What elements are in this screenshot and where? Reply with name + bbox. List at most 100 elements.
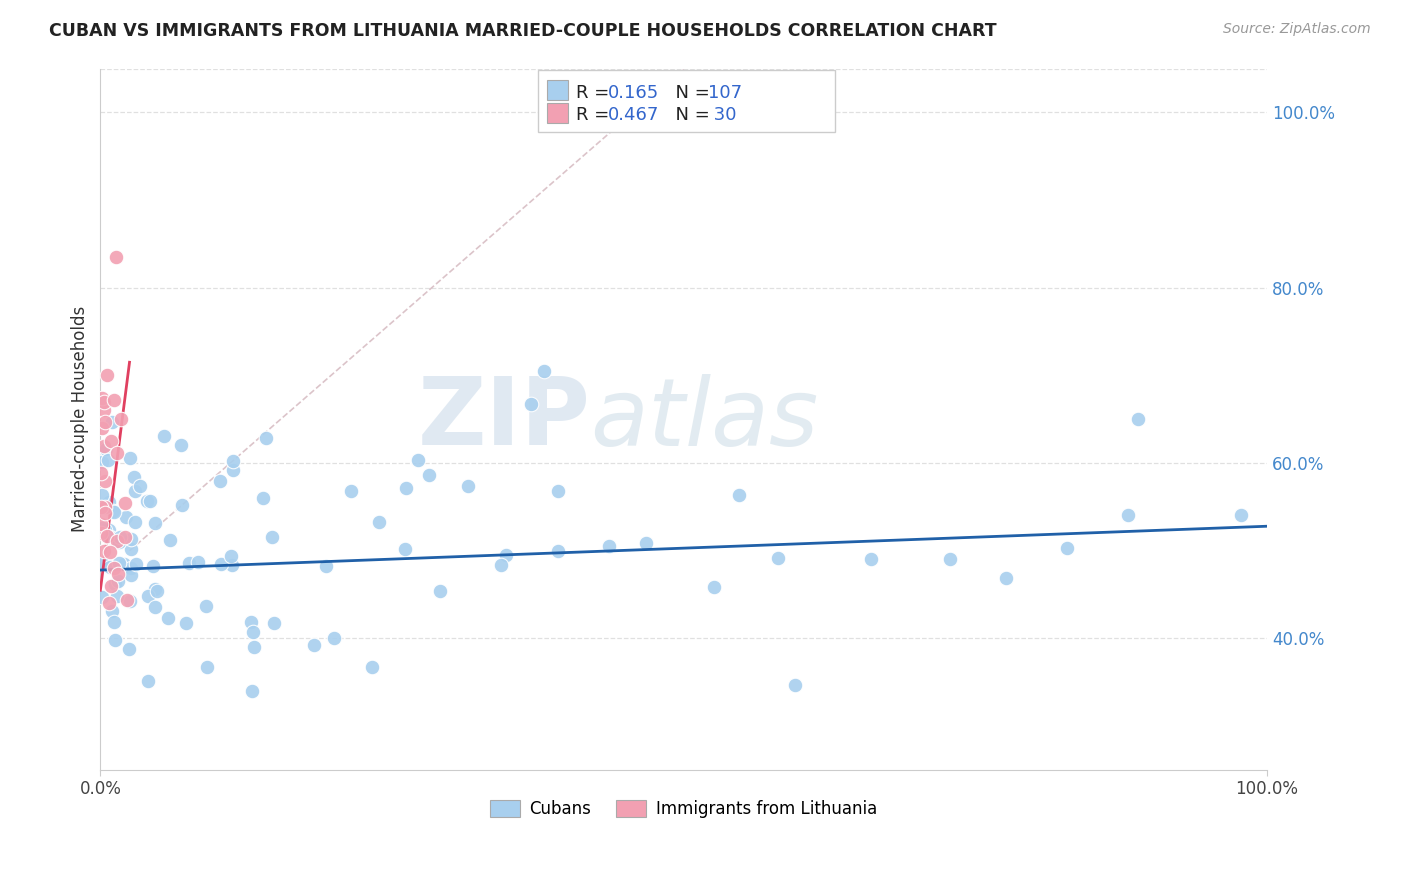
Point (98, 560, 121, 574)
Point (100, 579, 122, 593)
Point (103, 504, 125, 518)
Point (1056, 541, 1078, 555)
Point (209, 474, 232, 488)
Legend: Cubans, Immigrants from Lithuania: Cubans, Immigrants from Lithuania (482, 793, 884, 825)
Point (170, 438, 193, 452)
Point (93, 394, 115, 409)
Point (118, 593, 141, 607)
Point (90, 500, 112, 514)
Point (174, 615, 197, 630)
Point (104, 633, 127, 648)
Point (108, 533, 131, 548)
Point (124, 557, 146, 571)
Point (135, 494, 157, 508)
Point (114, 530, 136, 544)
Point (103, 505, 125, 519)
Text: ZIP: ZIP (418, 373, 591, 466)
Text: 0.467: 0.467 (607, 106, 659, 124)
Point (98, 545, 121, 559)
Point (120, 541, 142, 556)
Point (394, 542, 416, 557)
Point (96, 524, 118, 538)
Point (90, 467, 112, 481)
Point (90, 556, 112, 570)
Point (239, 615, 262, 629)
Point (96, 529, 118, 543)
Point (101, 415, 124, 429)
Point (195, 599, 218, 614)
Point (429, 584, 451, 599)
Point (252, 491, 274, 505)
Point (114, 496, 136, 510)
Point (489, 558, 512, 572)
Point (91, 591, 114, 605)
Point (195, 659, 218, 673)
Point (103, 393, 125, 408)
Point (260, 530, 283, 544)
Point (118, 450, 141, 465)
Point (785, 678, 807, 692)
Point (766, 550, 789, 565)
Point (315, 558, 337, 573)
Point (859, 552, 882, 566)
Point (115, 593, 138, 607)
Point (598, 539, 620, 553)
Point (115, 509, 138, 524)
Point (101, 604, 124, 618)
Point (98, 530, 121, 544)
Point (221, 463, 243, 477)
Text: N =: N = (664, 84, 716, 102)
Point (1128, 412, 1150, 426)
Text: N =: N = (664, 106, 716, 124)
Point (90, 421, 112, 435)
Point (120, 561, 142, 575)
Point (153, 429, 176, 443)
Point (634, 535, 657, 549)
Point (93, 543, 115, 558)
Text: R =: R = (576, 106, 616, 124)
Point (242, 625, 264, 640)
Point (263, 615, 285, 630)
Point (520, 397, 543, 411)
Point (97, 452, 120, 467)
Point (995, 571, 1018, 585)
Point (143, 582, 166, 596)
Point (94, 506, 117, 520)
Point (457, 479, 479, 493)
Text: CUBAN VS IMMIGRANTS FROM LITHUANIA MARRIED-COUPLE HOUSEHOLDS CORRELATION CHART: CUBAN VS IMMIGRANTS FROM LITHUANIA MARRI… (49, 22, 997, 40)
Point (406, 453, 429, 467)
Text: 30: 30 (709, 106, 737, 124)
Point (124, 484, 146, 499)
Point (222, 454, 245, 468)
Point (322, 631, 344, 645)
Point (110, 412, 132, 426)
Point (495, 548, 517, 562)
Point (209, 557, 232, 571)
Point (103, 615, 125, 629)
Point (90, 526, 112, 541)
Point (136, 589, 159, 603)
Y-axis label: Married-couple Households: Married-couple Households (72, 306, 89, 533)
Text: R =: R = (576, 84, 616, 102)
Point (93, 474, 115, 488)
Point (93, 523, 115, 537)
Point (128, 478, 150, 492)
Point (187, 555, 209, 569)
Point (91, 487, 114, 501)
Point (254, 431, 277, 445)
Point (96, 442, 118, 457)
Point (219, 549, 242, 564)
Point (143, 600, 166, 615)
Point (120, 533, 142, 547)
Point (107, 574, 129, 588)
Point (143, 516, 166, 530)
Point (93, 441, 115, 455)
Point (108, 535, 131, 549)
Point (418, 468, 440, 483)
Point (108, 530, 131, 544)
Point (103, 561, 125, 575)
Point (304, 638, 326, 652)
Text: 0.165: 0.165 (607, 84, 659, 102)
Text: 107: 107 (709, 84, 742, 102)
Point (105, 589, 128, 603)
